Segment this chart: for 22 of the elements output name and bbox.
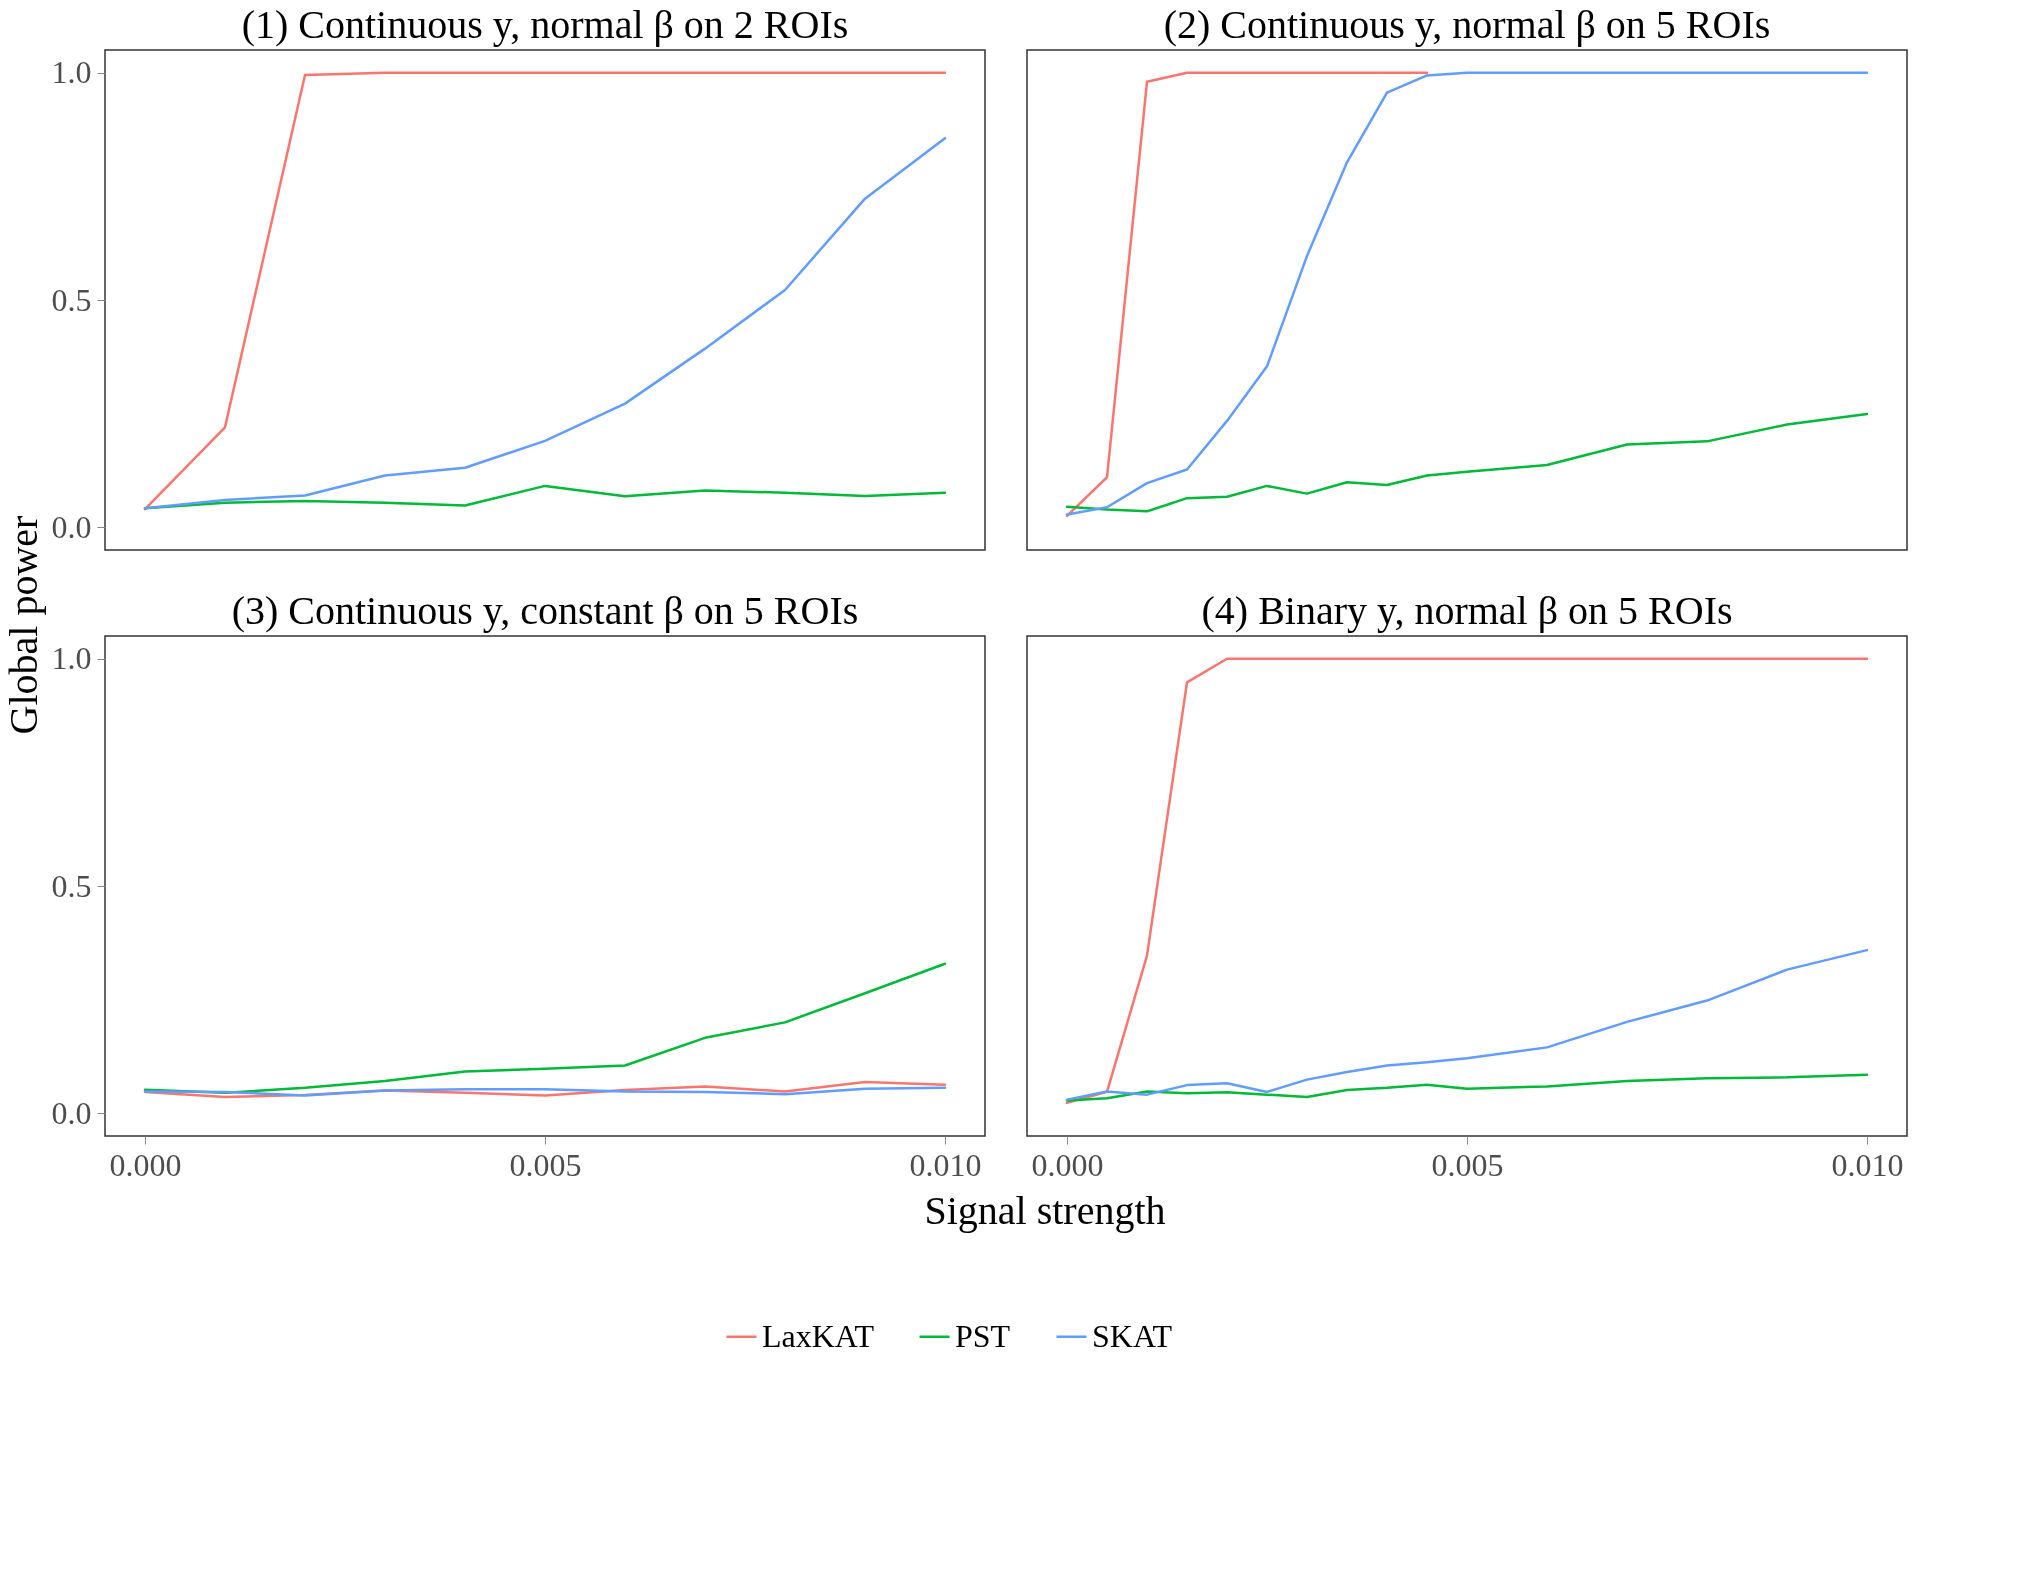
chart-title: (1) Continuous y, normal β on 2 ROIs [241,2,849,47]
y-axis-title: Global power [1,515,46,735]
chart-title: (4) Binary y, normal β on 5 ROIs [1201,588,1733,633]
legend-label: LaxKAT [762,1317,875,1354]
y-tick-label: 0.0 [51,508,92,545]
y-tick-label: 1.0 [51,54,92,91]
y-tick-label: 0.5 [51,281,92,318]
line-series [143,1086,947,1097]
x-axis-title: Signal strength [924,1188,1166,1233]
x-tick-label: 0.005 [509,1146,582,1183]
y-tick-label: 0.5 [51,867,92,904]
x-tick-label: 0.010 [1831,1146,1904,1183]
x-tick-label: 0.010 [909,1146,982,1183]
legend-label: PST [955,1317,1011,1354]
chart-title: (3) Continuous y, constant β on 5 ROIs [231,588,859,633]
y-tick-label: 1.0 [51,640,92,677]
x-tick-label: 0.005 [1431,1146,1504,1183]
y-tick-label: 0.0 [51,1094,92,1131]
chart-title: (2) Continuous y, normal β on 5 ROIs [1163,2,1771,47]
x-tick-label: 0.000 [109,1146,182,1183]
legend-label: SKAT [1092,1317,1173,1354]
x-tick-label: 0.000 [1031,1146,1104,1183]
